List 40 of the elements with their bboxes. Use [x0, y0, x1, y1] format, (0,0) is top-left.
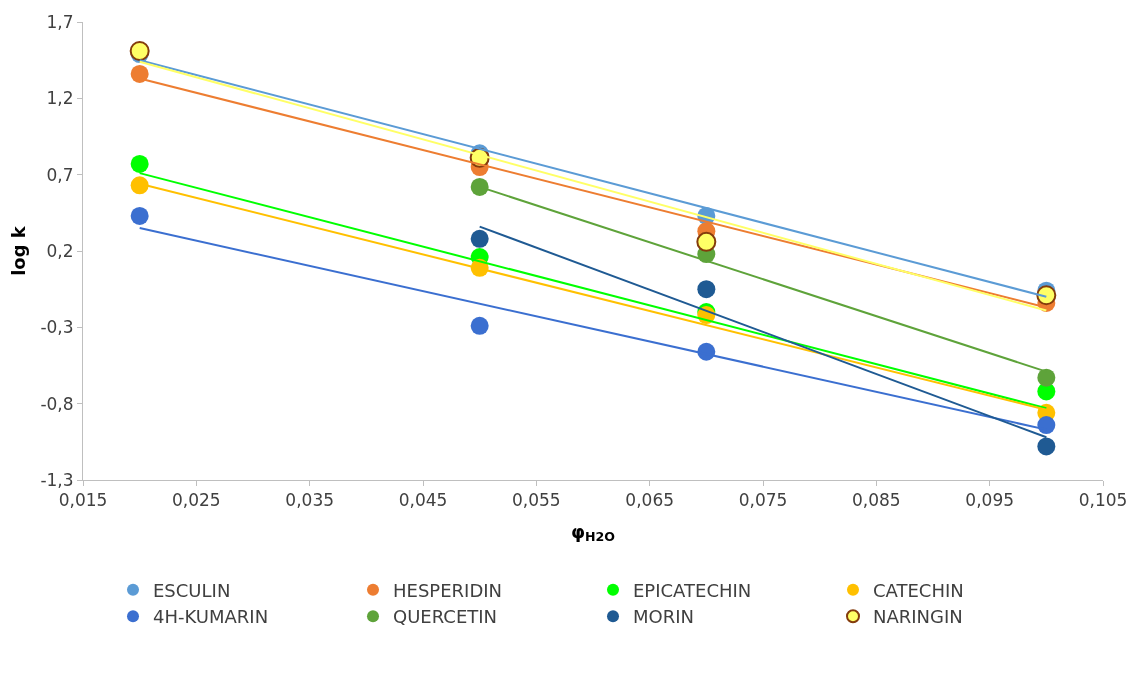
- x-tick-label: 0,085: [851, 490, 901, 511]
- point: [696, 231, 717, 252]
- point: [1036, 285, 1057, 306]
- point: [1037, 437, 1056, 456]
- point: [130, 154, 149, 173]
- y-tick-label: -0,3: [40, 317, 74, 338]
- y-tick-label: 1,2: [46, 88, 74, 109]
- legend-label: CATECHIN: [873, 579, 964, 601]
- point: [470, 316, 489, 335]
- x-tick-label: 0,055: [511, 490, 561, 511]
- legend-label: MORIN: [633, 606, 694, 628]
- legend-label: QUERCETIN: [393, 606, 498, 628]
- x-tick-label: 0,105: [1078, 490, 1128, 511]
- legend-label: EPICATECHIN: [633, 579, 752, 601]
- point: [470, 229, 489, 248]
- point: [1037, 416, 1056, 435]
- legend-label: HESPERIDIN: [393, 579, 503, 601]
- legend-label: ESCULIN: [153, 579, 231, 601]
- point: [130, 176, 149, 195]
- y-tick-label: 0,7: [46, 164, 74, 185]
- x-tick-label: 0,095: [965, 490, 1015, 511]
- y-tick-label: 0,2: [46, 240, 74, 261]
- point: [130, 64, 149, 83]
- point: [1037, 368, 1056, 387]
- y-tick-label: -1,3: [40, 469, 74, 490]
- x-tick-label: 0,035: [285, 490, 335, 511]
- x-tick-label: 0,015: [58, 490, 108, 511]
- y-axis-title: log k: [7, 225, 29, 276]
- x-tick-label: 0,065: [625, 490, 675, 511]
- legend-label: NARINGIN: [873, 606, 963, 628]
- y-tick-label: -0,8: [40, 393, 74, 414]
- x-tick-label: 0,045: [398, 490, 448, 511]
- y-tick-label: 1,7: [46, 11, 74, 32]
- legend-label: 4H-KUMARIN: [153, 606, 269, 628]
- point: [470, 177, 489, 196]
- point: [697, 280, 716, 299]
- x-tick-label: 0,075: [738, 490, 788, 511]
- x-axis-title: φ$_{H2O}$: [570, 520, 616, 545]
- point: [130, 206, 149, 225]
- x-tick-label: 0,025: [171, 490, 221, 511]
